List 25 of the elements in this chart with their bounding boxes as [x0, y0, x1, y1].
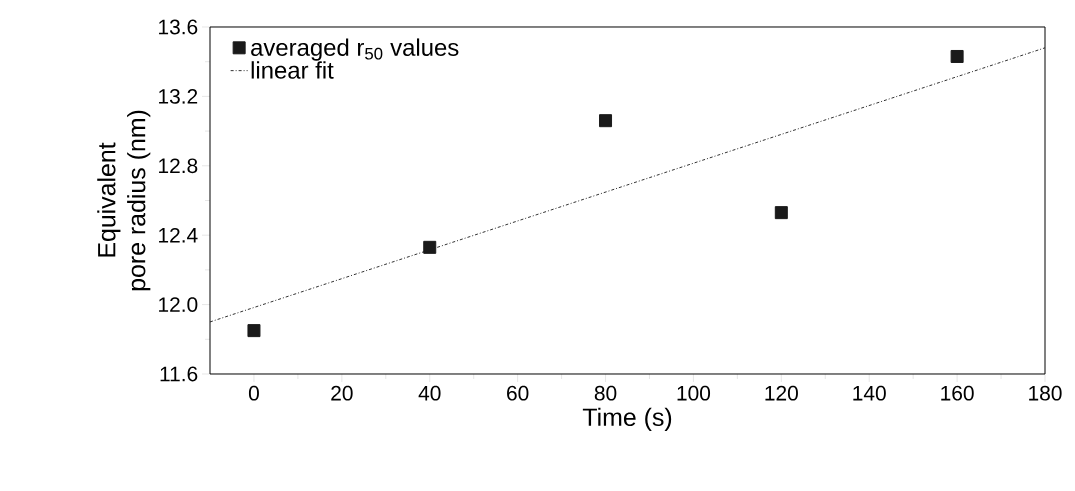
- y-tick-label: 12.4: [159, 227, 198, 243]
- point: [423, 240, 437, 254]
- y-tick-label: 12.8: [159, 158, 198, 174]
- x-tick-label: 40: [418, 385, 441, 401]
- y-tick-label: 12.0: [159, 297, 198, 312]
- x-tick-label: 140: [853, 385, 886, 401]
- point: [950, 49, 964, 63]
- x-tick-label: 80: [594, 385, 617, 401]
- x-tick-label: 100: [677, 385, 711, 401]
- x-tick-label: 180: [1029, 385, 1062, 401]
- x-tick-label: 120: [765, 385, 798, 401]
- x-tick-label: 20: [331, 385, 353, 401]
- x-tick-label: 0: [248, 385, 259, 401]
- y-axis-title: Equivalent pore radius (nm): [97, 110, 151, 291]
- y-tick-label: 13.2: [159, 88, 198, 104]
- x-axis-title: Time (s): [582, 407, 672, 431]
- point: [247, 324, 261, 338]
- x-tick-label: 60: [507, 385, 529, 401]
- x-tick-label: 160: [941, 385, 974, 401]
- legend-label: averaged r$_{50}$ values: [251, 38, 459, 61]
- legend-label: linear fit: [251, 61, 334, 79]
- y-tick-label: 11.6: [160, 366, 198, 382]
- y-tick-label: 13.6: [159, 19, 198, 35]
- point: [599, 114, 613, 128]
- point: [774, 206, 788, 220]
